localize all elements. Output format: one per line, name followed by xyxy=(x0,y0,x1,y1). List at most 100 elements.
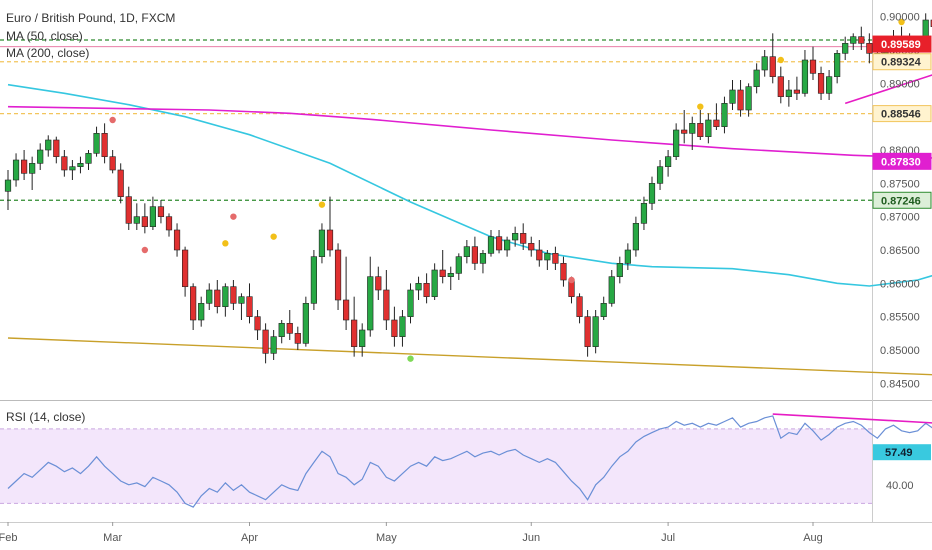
signal-dot xyxy=(777,56,784,64)
ma50-legend: MA (50, close) xyxy=(6,29,83,43)
candle-down xyxy=(471,246,479,264)
candle-up xyxy=(664,156,672,167)
candle-up xyxy=(206,289,213,304)
candle-down xyxy=(858,36,865,44)
price-tick-label: 0.85000 xyxy=(880,345,920,357)
candle-up xyxy=(656,166,664,184)
price-tick-label: 0.89000 xyxy=(880,78,920,90)
candle-down xyxy=(930,19,932,27)
candle-down xyxy=(214,289,221,307)
candle-down xyxy=(334,249,342,301)
candle-up xyxy=(270,336,277,354)
signal-dot xyxy=(568,276,575,284)
candle-up xyxy=(753,69,760,87)
candle-up xyxy=(133,216,140,224)
candle-up xyxy=(278,323,285,337)
candle-down xyxy=(125,196,132,224)
candle-up xyxy=(45,139,52,151)
candle-up xyxy=(503,239,511,251)
candle-up xyxy=(149,206,157,227)
candle-down xyxy=(53,139,60,157)
ma50-line xyxy=(7,83,932,287)
candle-down xyxy=(528,243,535,251)
candle-down xyxy=(190,286,197,321)
time-tick-label: Feb xyxy=(0,532,17,544)
rsi-value-label: 57.49 xyxy=(885,447,913,459)
signal-dot xyxy=(270,233,277,240)
candle-up xyxy=(705,119,712,137)
candle-down xyxy=(375,276,382,291)
candle-up xyxy=(77,163,84,167)
candle-up xyxy=(544,253,551,261)
candle-up xyxy=(431,269,438,297)
signal-dot xyxy=(109,116,116,124)
candle-up xyxy=(640,203,648,224)
price-tag-label: 0.88546 xyxy=(881,109,921,121)
candle-down xyxy=(769,56,776,77)
candle-up xyxy=(512,233,519,241)
ma200-legend: MA (200, close) xyxy=(6,46,90,60)
candle-up xyxy=(834,53,841,77)
candle-down xyxy=(254,316,261,331)
price-tick-label: 0.86000 xyxy=(880,278,920,290)
signal-dot xyxy=(898,18,905,26)
candle-down xyxy=(286,323,293,334)
candle-up xyxy=(689,123,696,134)
candle-down xyxy=(697,123,704,137)
channel-line-lower xyxy=(7,337,932,376)
candle-down xyxy=(552,253,559,264)
price-tick-label: 0.85500 xyxy=(880,312,920,324)
candle-down xyxy=(165,216,173,231)
candle-up xyxy=(842,43,849,54)
price-tick-label: 0.87000 xyxy=(880,212,920,224)
candle-up xyxy=(721,103,728,127)
candle-up xyxy=(624,249,631,264)
chart-title: Euro / British Pound, 1D, FXCM xyxy=(6,11,176,25)
candle-down xyxy=(817,73,825,94)
signal-dot xyxy=(407,355,414,362)
candle-down xyxy=(173,229,181,251)
candle-down xyxy=(141,216,148,227)
candle-up xyxy=(399,316,406,337)
candle-down xyxy=(246,296,253,317)
price-tag-magenta xyxy=(872,152,932,170)
candle-up xyxy=(761,56,768,71)
candle-down xyxy=(230,286,237,304)
rsi-band xyxy=(0,428,872,504)
candle-down xyxy=(294,333,301,344)
candle-down xyxy=(61,156,68,171)
price-tag-label: 0.89324 xyxy=(881,57,922,69)
candle-down xyxy=(713,119,720,127)
price-tag-green xyxy=(872,191,932,209)
candle-up xyxy=(801,59,809,94)
candle-up xyxy=(447,273,454,277)
candle-down xyxy=(109,156,116,171)
candle-up xyxy=(37,149,44,164)
rsi-legend: RSI (14, close) xyxy=(6,410,86,424)
price-tick-label: 0.86500 xyxy=(880,245,920,257)
candle-up xyxy=(93,133,100,154)
candle-down xyxy=(439,269,446,277)
candle-down xyxy=(584,316,591,347)
candle-down xyxy=(793,89,800,94)
candle-down xyxy=(351,319,358,347)
candle-down xyxy=(391,319,398,337)
candle-up xyxy=(238,296,245,304)
ma200-line xyxy=(7,105,932,159)
candle-up xyxy=(745,86,752,111)
price-tick-label: 0.84500 xyxy=(880,378,920,390)
rsi-divergence-arrow xyxy=(772,413,932,424)
candle-up xyxy=(463,246,470,257)
candle-down xyxy=(866,43,873,54)
price-tag-label: 0.89589 xyxy=(881,39,921,51)
time-tick-label: May xyxy=(376,532,397,544)
candle-up xyxy=(407,289,414,317)
candle-up xyxy=(302,303,309,344)
rsi-value-tag xyxy=(873,444,931,461)
signal-dot xyxy=(697,103,704,110)
signal-dot xyxy=(141,246,149,254)
candle-up xyxy=(785,89,792,97)
time-tick-label: Mar xyxy=(103,532,122,544)
